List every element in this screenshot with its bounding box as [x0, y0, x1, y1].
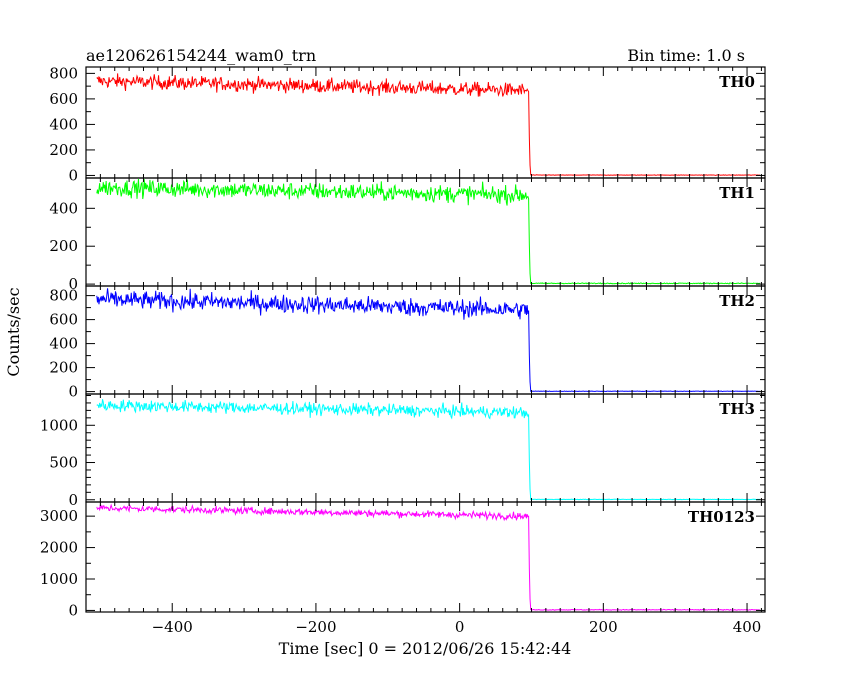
- y-tick-label: 800: [49, 287, 78, 305]
- x-tick-label: 200: [589, 618, 618, 636]
- x-axis-label: Time [sec] 0 = 2012/06/26 15:42:44: [279, 639, 572, 658]
- y-tick-label: 200: [49, 359, 78, 377]
- x-tick-label: 0: [455, 618, 465, 636]
- bin-time-label: Bin time: 1.0 s: [627, 46, 745, 65]
- y-tick-label: 0: [68, 601, 78, 619]
- y-tick-label: 0: [68, 166, 78, 184]
- y-tick-label: 400: [49, 115, 78, 133]
- series-line-th2: [96, 288, 761, 392]
- y-tick-label: 0: [68, 383, 78, 401]
- y-tick-label: 400: [49, 199, 78, 217]
- x-tick-label: −400: [152, 618, 193, 636]
- series-line-th1: [96, 178, 761, 285]
- y-axis-label: Counts/sec: [4, 287, 23, 376]
- y-tick-label: 3000: [40, 507, 78, 525]
- x-tick-label: 400: [733, 618, 762, 636]
- panel-frame-th0123: [85, 501, 766, 613]
- y-tick-label: 600: [49, 311, 78, 329]
- panel-label-th2: TH2: [719, 292, 755, 310]
- panel-label-th3: TH3: [719, 400, 755, 418]
- y-tick-label: 0: [68, 275, 78, 293]
- panels: 0 200 400 600 800 TH0 0 200 400 TH1 0 200 400 600 800 T…: [40, 64, 766, 636]
- x-tick-label: −200: [295, 618, 336, 636]
- chart-title: ae120626154244_wam0_trn: [86, 46, 316, 65]
- panel-label-th0: TH0: [719, 73, 755, 91]
- y-tick-label: 400: [49, 335, 78, 353]
- y-tick-label: 200: [49, 237, 78, 255]
- y-tick-label: 200: [49, 141, 78, 159]
- y-tick-label: 1000: [40, 570, 78, 588]
- series-line-th0: [96, 73, 761, 176]
- y-tick-label: 500: [49, 454, 78, 472]
- series-line-th0123: [96, 503, 761, 611]
- y-tick-label: 600: [49, 90, 78, 108]
- panel-label-th1: TH1: [719, 184, 755, 202]
- y-tick-label: 800: [49, 64, 78, 82]
- y-tick-label: 0: [68, 491, 78, 509]
- y-tick-label: 2000: [40, 539, 78, 557]
- y-tick-label: 1000: [40, 416, 78, 434]
- panel-label-th0123: TH0123: [688, 508, 755, 526]
- series-line-th3: [96, 399, 761, 501]
